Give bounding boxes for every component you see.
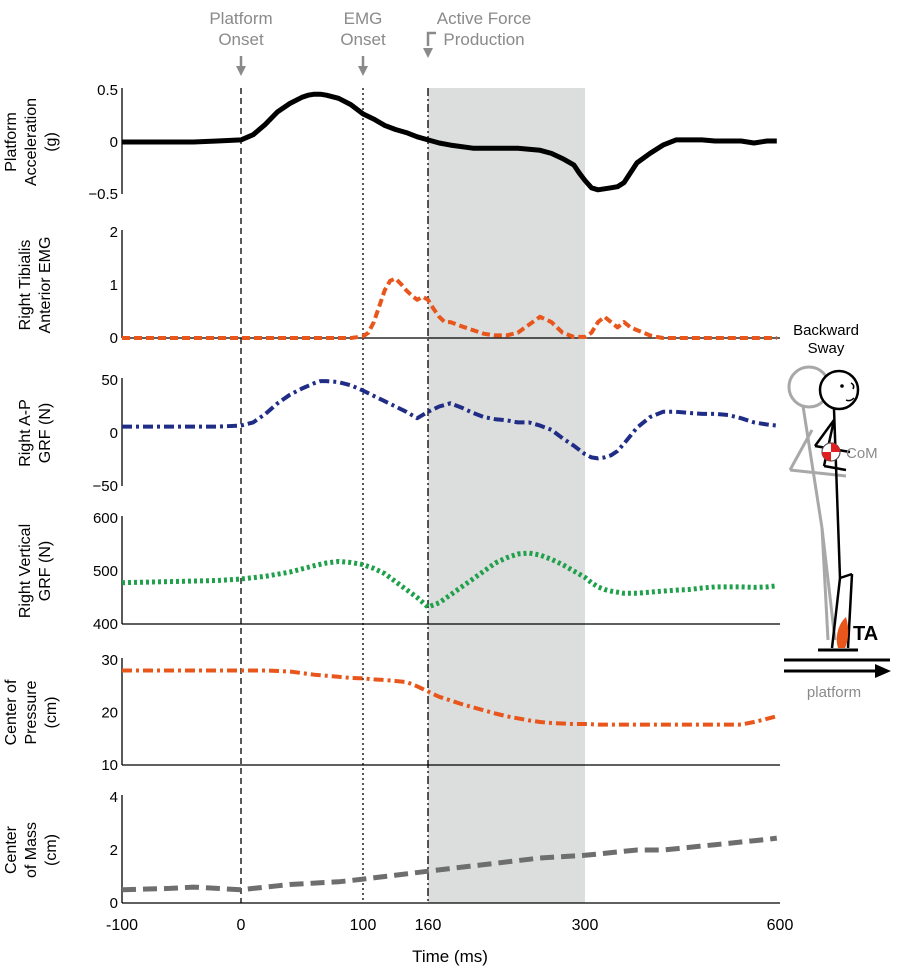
y-axis-label-line0: Right Vertical	[17, 524, 34, 618]
com-marker-icon	[821, 442, 841, 462]
backward-sway-figure: Backward Sway CoM TA platform	[784, 322, 891, 701]
event-label-0-line0: Platform	[209, 9, 272, 28]
series-line-1-0	[122, 276, 777, 340]
y-tick-label: 4	[110, 789, 118, 806]
y-axis-label-line1: of Mass	[23, 822, 40, 878]
y-axis-label-line2: (cm)	[43, 697, 60, 729]
active-force-shaded-region	[428, 88, 585, 903]
y-axis-label-line1: Pressure	[23, 680, 40, 744]
y-tick-label: 500	[93, 563, 118, 580]
y-axis-label-line1: GRF (N)	[37, 403, 54, 463]
x-tick-label: 300	[572, 917, 599, 934]
y-axis-label-line0: Center of	[3, 679, 20, 745]
x-tick-label: 100	[350, 917, 377, 934]
y-axis-label-line1: GRF (N)	[37, 541, 54, 601]
y-tick-label: −50	[93, 478, 118, 495]
y-tick-label: 0	[110, 895, 118, 912]
y-tick-label: 400	[93, 616, 118, 633]
y-axis-label-line0: Right Tibialis	[17, 240, 34, 331]
platform-label: platform	[807, 684, 861, 701]
event-label-2-line1: Production	[443, 30, 524, 49]
y-tick-label: −0.5	[88, 186, 118, 203]
series-line-0-0	[122, 91, 777, 193]
event-arrow-icon-0	[236, 66, 246, 76]
y-axis-label-line1: Acceleration	[23, 98, 40, 186]
com-label: CoM	[846, 445, 878, 462]
y-tick-label: 20	[101, 705, 118, 722]
panel-4: 30 20 10 Center of Pressure (cm)	[3, 652, 780, 774]
y-axis-label-line0: Right A-P	[17, 399, 34, 467]
panel-1: 2 1 0 Right Tibialis Anterior EMG	[17, 224, 780, 347]
series-line-3-0	[121, 550, 778, 610]
y-tick-label: 0	[110, 330, 118, 347]
series-line-4-0	[122, 668, 778, 727]
x-tick-label: 0	[237, 917, 246, 934]
event-arrow-icon-2	[423, 48, 433, 58]
y-tick-label: 0	[110, 134, 118, 151]
y-axis-label-line0: Platform	[3, 112, 20, 172]
main-figure	[813, 369, 860, 652]
event-arrow-icon-1	[358, 66, 368, 76]
sway-label-line1: Backward	[793, 322, 859, 339]
y-tick-label: 50	[101, 372, 118, 389]
y-axis-label-line1: Anterior EMG	[37, 237, 54, 334]
panel-2: 50 0 −50 Right A-P GRF (N)	[17, 372, 778, 495]
x-tick-label: 160	[415, 917, 442, 934]
panel-0: 0.5 0 −0.5 Platform Acceleration (g)	[3, 82, 777, 203]
y-axis-label-line0: Center	[3, 825, 20, 874]
y-tick-label: 30	[101, 652, 118, 669]
sway-label-line2: Sway	[808, 340, 845, 357]
y-tick-label: 0	[110, 425, 118, 442]
panel-3: 600 500 400 Right Vertical GRF (N)	[17, 510, 780, 633]
x-tick-label: 600	[767, 917, 794, 934]
y-tick-label: 1	[110, 277, 118, 294]
y-axis-label-line2: (cm)	[43, 834, 60, 866]
panel-5: 4 2 0 Center of Mass (cm)	[3, 789, 780, 912]
ta-label: TA	[853, 623, 878, 645]
event-label-0-line1: Onset	[218, 30, 264, 49]
event-label-2-line0: Active Force	[437, 9, 531, 28]
series-line-2-0	[122, 379, 778, 461]
tibialis-anterior-muscle-icon	[836, 617, 849, 648]
event-arrow-shaft-2	[426, 31, 436, 46]
series-line-5-0	[121, 835, 778, 893]
platform-arrow-icon	[875, 664, 891, 678]
x-axis-title: Time (ms)	[412, 947, 488, 966]
y-tick-label: 2	[110, 224, 118, 241]
y-tick-label: 2	[110, 842, 118, 859]
y-axis-label-line2: (g)	[43, 132, 60, 152]
x-tick-label: -100	[106, 917, 138, 934]
y-tick-label: 10	[101, 757, 118, 774]
y-tick-label: 0.5	[97, 82, 118, 99]
event-label-1-line0: EMG	[344, 9, 383, 28]
y-tick-label: 600	[93, 510, 118, 527]
event-label-1-line1: Onset	[340, 30, 386, 49]
